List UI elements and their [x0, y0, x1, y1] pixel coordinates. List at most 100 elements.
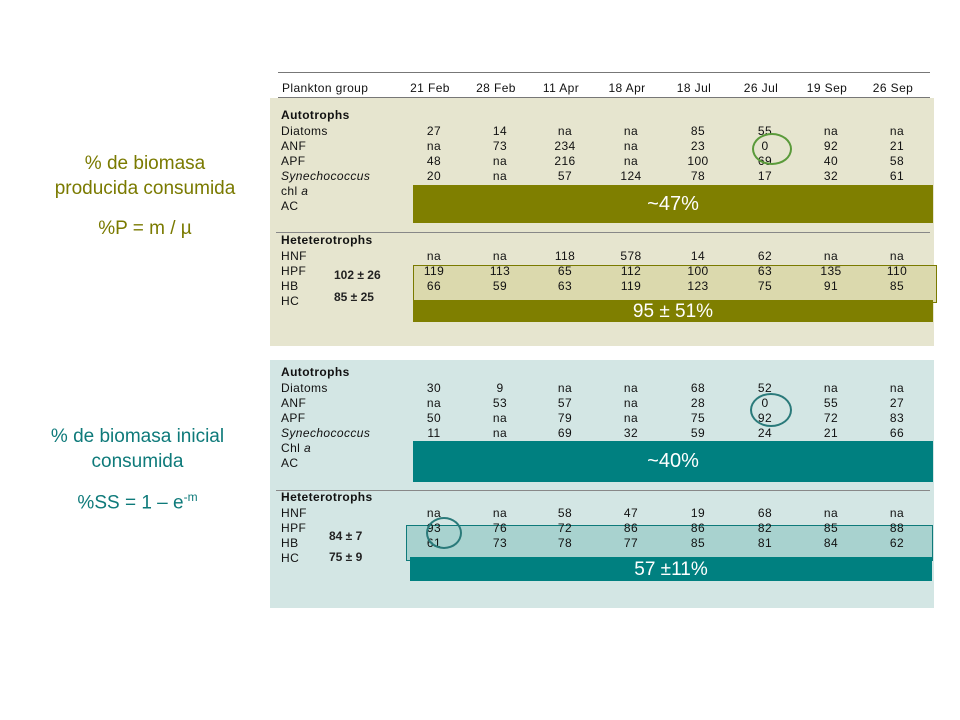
table1-cell: na: [823, 249, 839, 263]
table1-cell: 40: [823, 154, 839, 168]
section-divider: [276, 232, 930, 233]
table1-cell: 112: [620, 264, 642, 278]
table2-cell: na: [557, 381, 573, 395]
table1-cell: 578: [620, 249, 642, 263]
table1-row-label: APF: [281, 154, 306, 168]
header-date: 11 Apr: [542, 81, 580, 95]
table1-row-label: Diatoms: [281, 124, 328, 138]
table2-cell: 9: [496, 381, 504, 395]
table2-row-label: Diatoms: [281, 381, 328, 395]
table2-row-label: HPF: [281, 521, 307, 535]
table1-autotrophs-title: Autotrophs: [281, 108, 350, 122]
table2-row-label: HNF: [281, 506, 307, 520]
table2-cell: 66: [889, 426, 905, 440]
table1-cell: na: [557, 124, 573, 138]
table1-cell: na: [623, 124, 639, 138]
table1-cell: 62: [757, 249, 773, 263]
table1-cell: 59: [492, 279, 508, 293]
table2-cell: na: [492, 411, 508, 425]
table1-ac-label: AC: [281, 199, 299, 213]
table2-cell: 68: [690, 381, 706, 395]
table1-cell: 63: [757, 264, 773, 278]
table1-cell: na: [492, 169, 508, 183]
table1-cell: na: [426, 249, 442, 263]
table2-cell: 84: [823, 536, 839, 550]
table2-cell: 32: [623, 426, 639, 440]
table2-hpf-hb-highlight: [406, 525, 933, 561]
table2-hpf-stat: 84 ± 7: [329, 529, 363, 543]
table2-cell: 72: [823, 411, 839, 425]
table1-cell: 65: [557, 264, 573, 278]
table1-row-label: ANF: [281, 139, 307, 153]
table2-cell: na: [492, 426, 508, 440]
table2-cell: 55: [823, 396, 839, 410]
table1-cell: 234: [554, 139, 576, 153]
table1-cell: 14: [492, 124, 508, 138]
table2-chl-a-label: Chl a: [281, 441, 311, 455]
table2-cell: 50: [426, 411, 442, 425]
table1-cell: 91: [823, 279, 839, 293]
table1-hpf-stat: 102 ± 26: [334, 268, 381, 282]
table2-cell: 76: [492, 521, 508, 535]
header-date: 28 Feb: [476, 81, 516, 95]
header-plankton-group: Plankton group: [282, 81, 369, 95]
table2-cell: na: [623, 381, 639, 395]
table2-cell: 21: [823, 426, 839, 440]
side2-line1: % de biomasa inicial: [50, 426, 225, 447]
table1-cell: 63: [557, 279, 573, 293]
side2-formula-base: %SS = 1 – e: [77, 492, 184, 514]
table1-heterotrophs-title: Heteterotrophs: [281, 233, 373, 247]
table1-cell: 27: [426, 124, 442, 138]
table1-row-label: HC: [281, 294, 300, 308]
table2-cell: 19: [690, 506, 706, 520]
table2-row-label: HB: [281, 536, 299, 550]
table2-chl-suffix: a: [303, 441, 312, 455]
table2-cell: 62: [889, 536, 905, 550]
table2-autotrophs-title: Autotrophs: [281, 365, 350, 379]
table2-cell: 58: [557, 506, 573, 520]
table1-chl-suffix: a: [301, 184, 309, 198]
table2-row-label: ANF: [281, 396, 307, 410]
table2-cell: na: [823, 381, 839, 395]
table2-hpf-circle: [426, 517, 462, 549]
section-divider: [276, 490, 930, 491]
table1-chl-a-label: chl a: [281, 184, 308, 198]
table1-cell: 100: [687, 154, 709, 168]
table2-hb-stat: 75 ± 9: [329, 550, 363, 564]
table2-cell: 28: [690, 396, 706, 410]
table1-row-label: HPF: [281, 264, 307, 278]
table2-cell: 73: [492, 536, 508, 550]
table1-cell: 119: [620, 279, 642, 293]
table2-cell: 85: [690, 536, 706, 550]
table1-cell: na: [426, 139, 442, 153]
table2-cell: 85: [823, 521, 839, 535]
table2-cell: 72: [557, 521, 573, 535]
table2-cell: 78: [557, 536, 573, 550]
table2-cell: 57: [557, 396, 573, 410]
table2-cell: 86: [623, 521, 639, 535]
table2-cell: na: [889, 506, 905, 520]
table1-anf-zero-circle: [752, 133, 792, 165]
table2-autotrophs-band: ~40%: [413, 441, 933, 482]
table1-cell: 92: [823, 139, 839, 153]
produced-biomass-label: % de biomasa producida consumida %P = m …: [15, 152, 275, 242]
table1-row-label: HB: [281, 279, 299, 293]
table1-row-label: Synechococcus: [281, 169, 371, 183]
table1-cell: 124: [620, 169, 642, 183]
table1-cell: 216: [554, 154, 576, 168]
table2-cell: 52: [757, 381, 773, 395]
table1-heterotrophs-band: 95 ± 51%: [413, 300, 933, 322]
table1-cell: 85: [889, 279, 905, 293]
table2-heterotrophs-band: 57 ±11%: [410, 557, 932, 581]
table2-cell: 88: [889, 521, 905, 535]
table2-row-label: HC: [281, 551, 300, 565]
table1-cell: 57: [557, 169, 573, 183]
table1-cell: 75: [757, 279, 773, 293]
table2-cell: 59: [690, 426, 706, 440]
table1-cell: 61: [889, 169, 905, 183]
table2-cell: 11: [427, 426, 441, 440]
table1-hb-stat: 85 ± 25: [334, 290, 374, 304]
table2-cell: na: [623, 396, 639, 410]
table1-cell: 100: [687, 264, 709, 278]
table2-cell: 75: [690, 411, 706, 425]
